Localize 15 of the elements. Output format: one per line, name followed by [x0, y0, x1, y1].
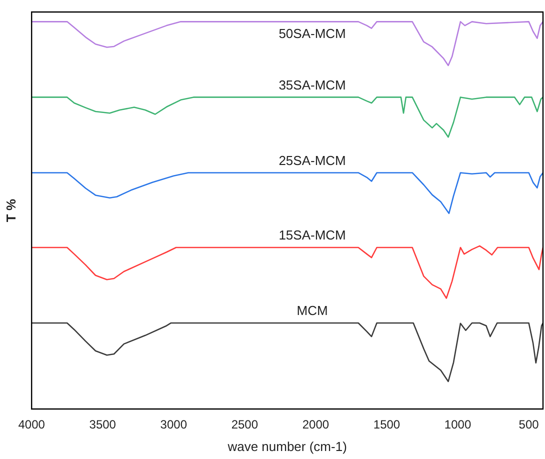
series-label: MCM [296, 303, 328, 318]
x-axis-title: wave number (cm-1) [226, 438, 347, 454]
x-tick-label: 2500 [231, 418, 258, 432]
x-tick-label: 2000 [302, 418, 330, 432]
series-label: 15SA-MCM [278, 228, 346, 243]
y-axis-title: T % [3, 198, 18, 222]
x-tick-label: 4000 [18, 418, 46, 432]
series-label: 25SA-MCM [278, 152, 346, 168]
series-label: 35SA-MCM [278, 77, 346, 92]
series-label: 50SA-MCM [278, 26, 346, 41]
x-tick-label: 1000 [444, 418, 472, 432]
x-tick-label: 3500 [89, 418, 116, 432]
x-tick-label: 1500 [373, 418, 400, 432]
x-tick-label: 500 [518, 418, 540, 432]
x-tick-label: 3000 [160, 418, 188, 432]
